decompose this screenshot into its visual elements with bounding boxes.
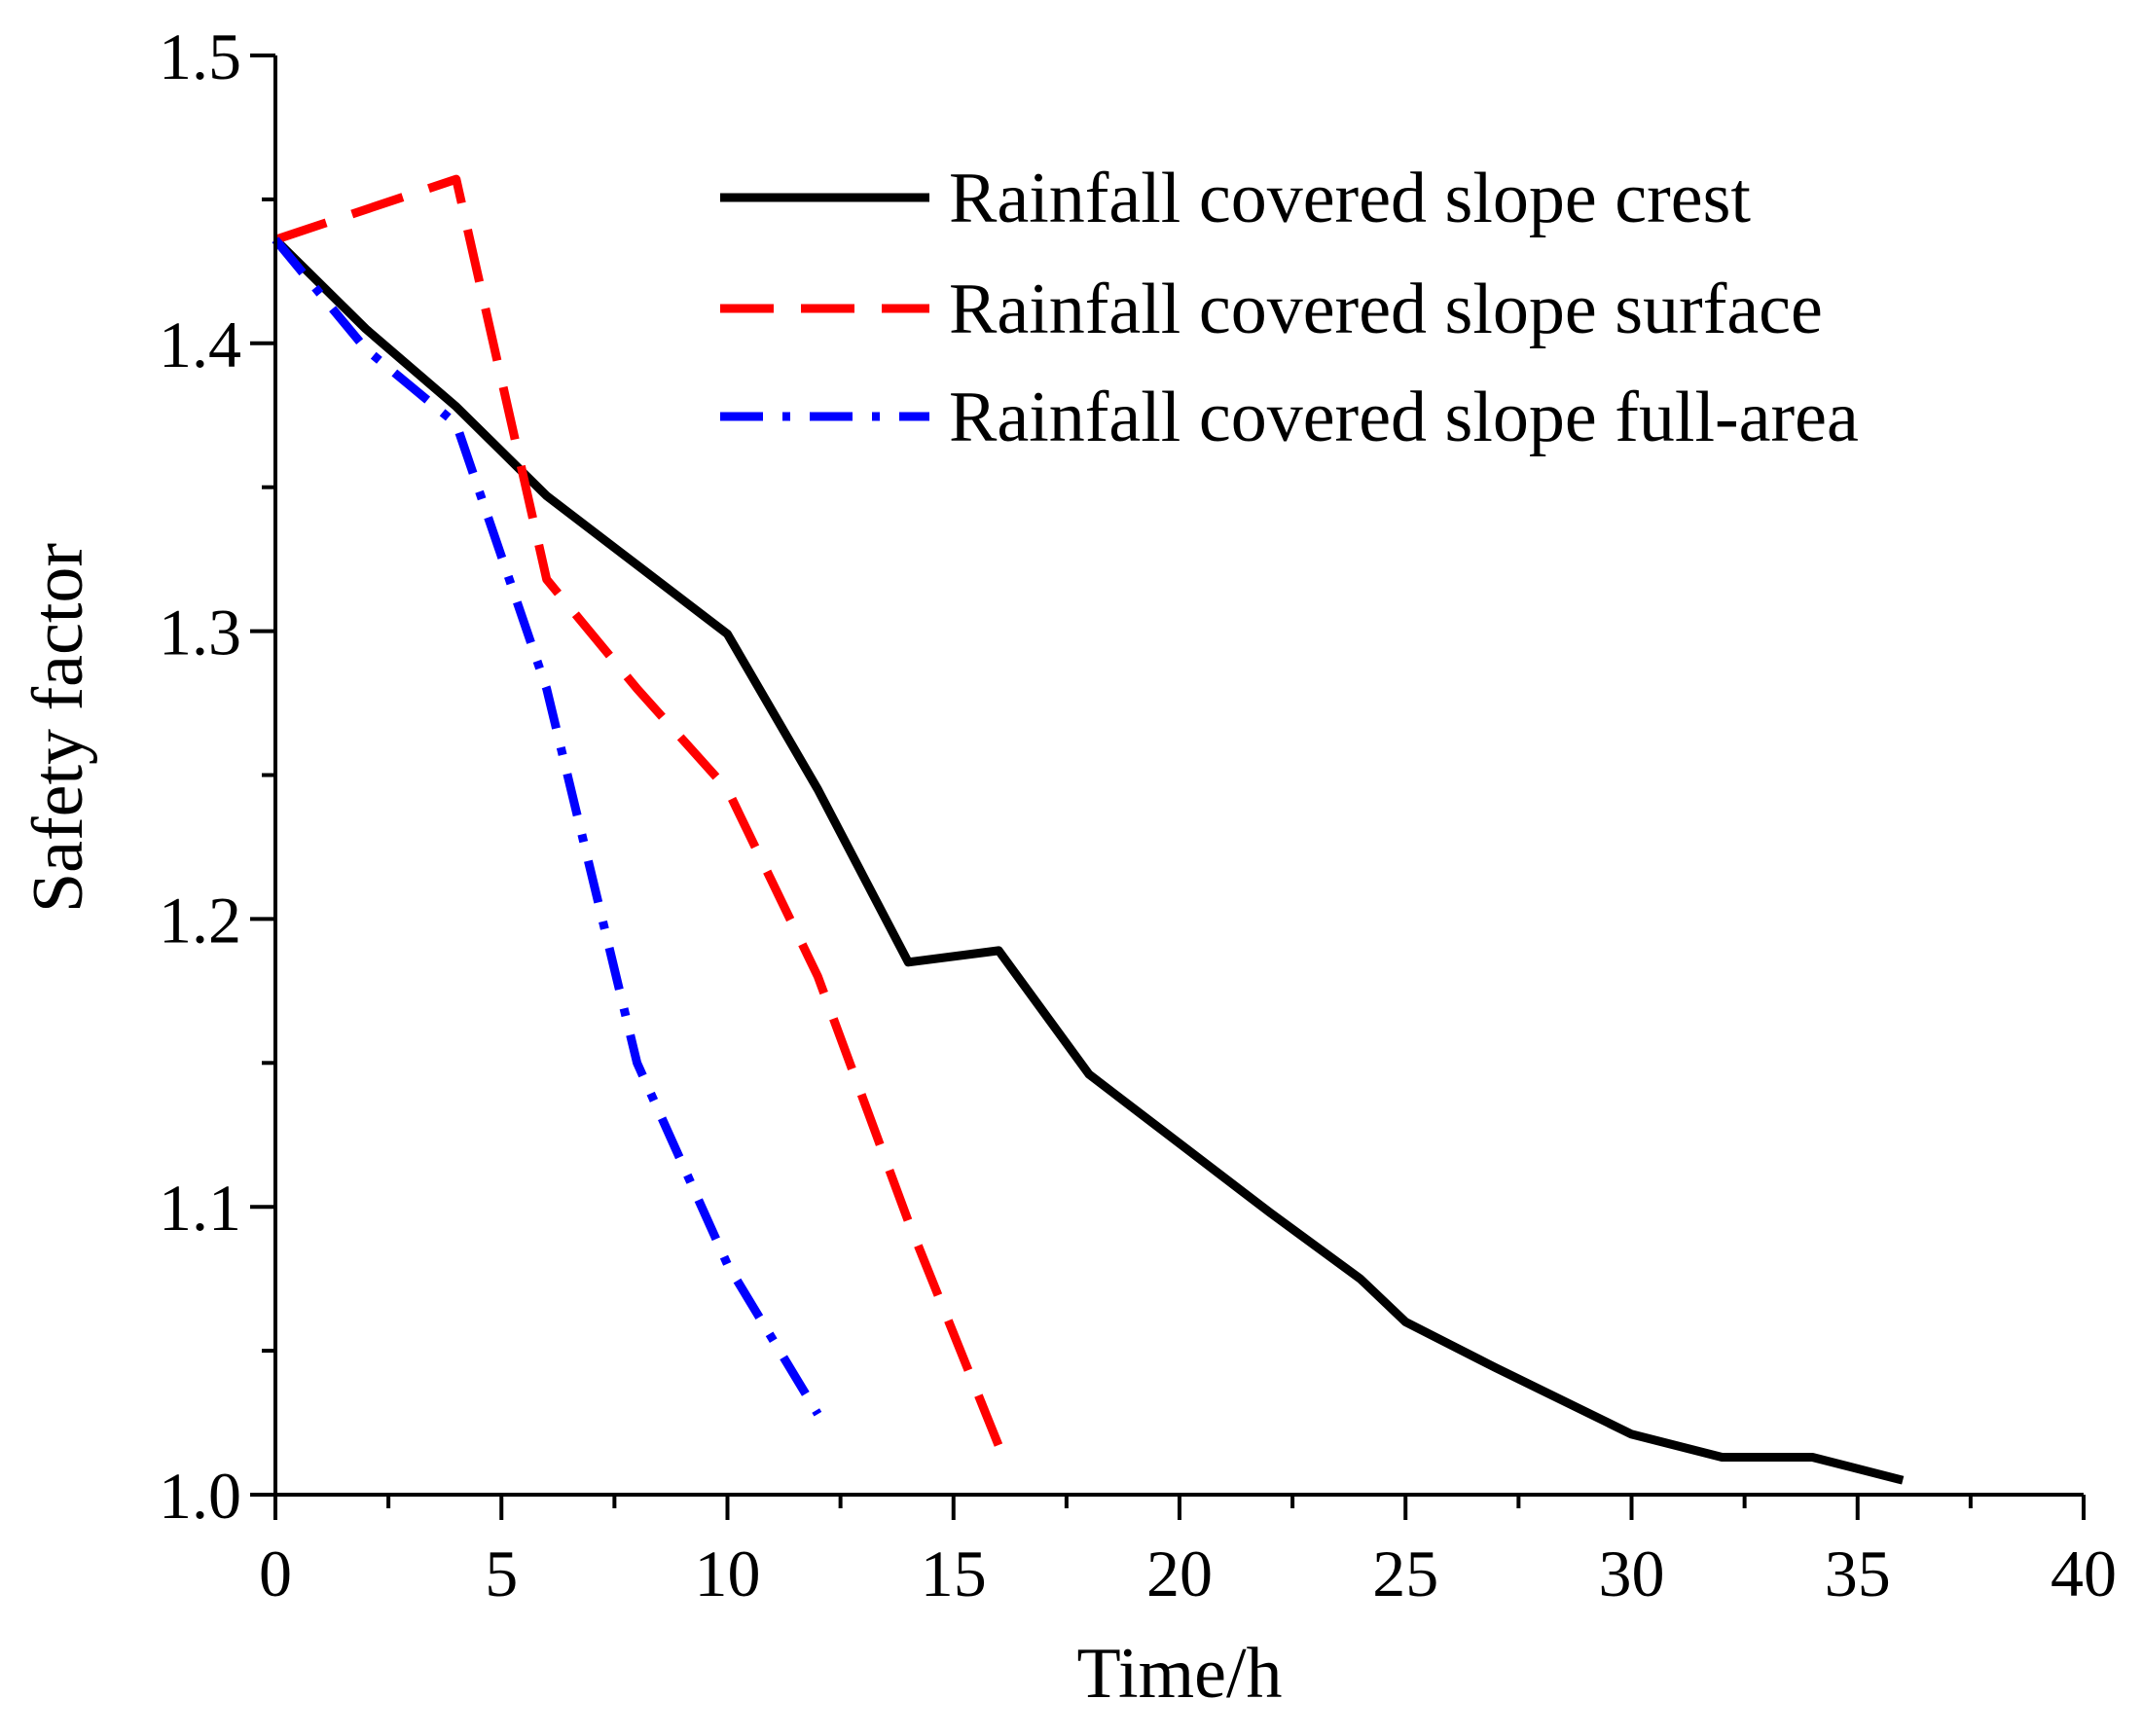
- series-line-1: [272, 236, 1905, 1485]
- y-tick-label: 1.1: [159, 1171, 241, 1245]
- x-tick-label: 35: [1825, 1537, 1891, 1610]
- x-tick-label: 40: [2051, 1537, 2117, 1610]
- x-tick-label: 5: [485, 1537, 518, 1610]
- y-tick-label: 1.2: [159, 883, 241, 957]
- x-axis-title: Time/h: [1076, 1634, 1282, 1714]
- x-tick-label: 15: [921, 1537, 987, 1610]
- y-axis-title: Safety factor: [18, 543, 98, 913]
- y-tick-label: 1.5: [159, 19, 241, 93]
- x-tick-label: 25: [1372, 1537, 1438, 1610]
- legend-label-1: Rainfall covered slope crest: [949, 159, 1751, 238]
- y-tick-label: 1.3: [159, 596, 241, 669]
- ticks: 0 5 10 15 20 25 30 35 40 1.0 1.1 1.2 1.3 1.4 1.5: [159, 19, 2117, 1610]
- plot-lines: [272, 174, 1905, 1485]
- y-tick-label: 1.4: [159, 307, 241, 381]
- series-line-3: [272, 236, 822, 1417]
- legend-label-3: Rainfall covered slope full-area: [949, 378, 1859, 457]
- x-tick-label: 10: [695, 1537, 761, 1610]
- series-line-2: [273, 174, 1003, 1448]
- legend-label-2: Rainfall covered slope surface: [949, 270, 1823, 349]
- x-tick-label: 30: [1599, 1537, 1665, 1610]
- x-tick-label: 0: [259, 1537, 292, 1610]
- y-tick-label: 1.0: [159, 1459, 241, 1533]
- legend: Rainfall covered slope crest Rainfall cov…: [720, 159, 1859, 457]
- x-tick-label: 20: [1146, 1537, 1213, 1610]
